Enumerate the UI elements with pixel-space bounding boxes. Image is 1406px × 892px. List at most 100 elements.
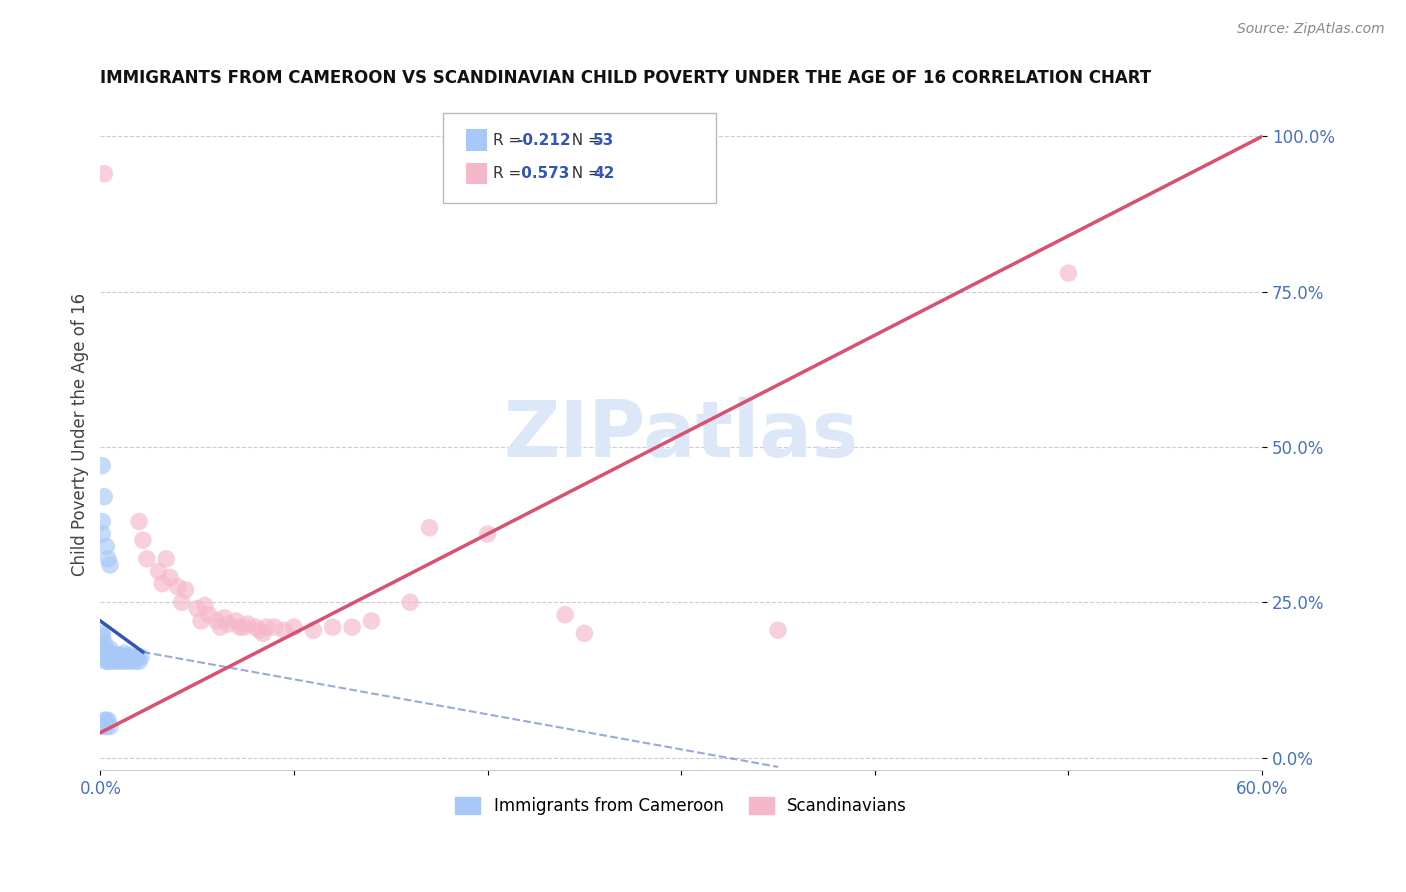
Point — [114, 654, 136, 668]
Point — [104, 649, 127, 664]
Point — [124, 654, 146, 668]
Point — [96, 714, 118, 728]
Point — [98, 652, 121, 666]
Point — [209, 620, 232, 634]
FancyBboxPatch shape — [467, 163, 488, 185]
Point — [103, 648, 125, 662]
Point — [148, 564, 170, 578]
FancyBboxPatch shape — [443, 112, 716, 203]
Point — [197, 607, 219, 622]
Point — [118, 654, 141, 668]
Point — [205, 614, 228, 628]
Point — [97, 714, 120, 728]
Point — [128, 515, 150, 529]
Point — [190, 614, 212, 628]
Point — [229, 620, 252, 634]
Point — [418, 521, 440, 535]
Point — [170, 595, 193, 609]
Point — [399, 595, 422, 609]
Point — [107, 652, 129, 666]
Point — [263, 620, 285, 634]
Point — [93, 714, 115, 728]
Point — [96, 719, 118, 733]
Point — [112, 646, 135, 660]
Point — [111, 649, 134, 664]
Point — [129, 649, 152, 664]
Point — [101, 648, 124, 662]
Text: IMMIGRANTS FROM CAMEROON VS SCANDINAVIAN CHILD POVERTY UNDER THE AGE OF 16 CORRE: IMMIGRANTS FROM CAMEROON VS SCANDINAVIAN… — [100, 69, 1152, 87]
Legend: Immigrants from Cameroon, Scandinavians: Immigrants from Cameroon, Scandinavians — [449, 790, 914, 822]
Point — [150, 576, 173, 591]
Point — [1057, 266, 1080, 280]
Point — [214, 611, 236, 625]
Point — [91, 626, 114, 640]
Text: Source: ZipAtlas.com: Source: ZipAtlas.com — [1237, 22, 1385, 37]
Y-axis label: Child Poverty Under the Age of 16: Child Poverty Under the Age of 16 — [72, 293, 89, 576]
Point — [166, 580, 188, 594]
Text: 0.573: 0.573 — [516, 166, 569, 181]
Point — [245, 620, 267, 634]
Text: 53: 53 — [593, 133, 614, 147]
Point — [108, 654, 131, 668]
Point — [120, 652, 142, 666]
Text: N =: N = — [561, 166, 605, 181]
Point — [225, 614, 247, 628]
Point — [101, 654, 124, 668]
Point — [217, 617, 239, 632]
Point — [155, 551, 177, 566]
Point — [91, 641, 114, 656]
Point — [766, 624, 789, 638]
Point — [96, 641, 118, 656]
Point — [322, 620, 344, 634]
Point — [256, 620, 278, 634]
Point — [91, 527, 114, 541]
Point — [340, 620, 363, 634]
Point — [127, 651, 149, 665]
Point — [97, 551, 120, 566]
Point — [93, 635, 115, 649]
Point — [117, 651, 139, 665]
FancyBboxPatch shape — [467, 129, 488, 151]
Point — [97, 645, 120, 659]
Point — [554, 607, 576, 622]
Point — [93, 645, 115, 659]
Point — [194, 599, 217, 613]
Point — [159, 570, 181, 584]
Point — [273, 624, 295, 638]
Point — [104, 654, 127, 668]
Point — [98, 719, 121, 733]
Point — [103, 652, 125, 666]
Point — [186, 601, 208, 615]
Point — [283, 620, 305, 634]
Point — [135, 551, 157, 566]
Point — [101, 651, 124, 665]
Text: 42: 42 — [593, 166, 614, 181]
Point — [98, 558, 121, 572]
Point — [477, 527, 499, 541]
Text: R =: R = — [494, 133, 526, 147]
Point — [97, 649, 120, 664]
Point — [236, 617, 259, 632]
Point — [114, 649, 136, 664]
Point — [96, 648, 118, 662]
Point — [252, 626, 274, 640]
Point — [174, 582, 197, 597]
Point — [574, 626, 596, 640]
Point — [132, 533, 155, 548]
Point — [93, 490, 115, 504]
Point — [98, 641, 121, 656]
Point — [232, 620, 254, 634]
Text: N =: N = — [561, 133, 605, 147]
Point — [360, 614, 382, 628]
Point — [128, 654, 150, 668]
Point — [97, 654, 120, 668]
Point — [98, 646, 121, 660]
Point — [93, 719, 115, 733]
Point — [96, 654, 118, 668]
Point — [122, 649, 145, 664]
Point — [93, 651, 115, 665]
Text: ZIPatlas: ZIPatlas — [503, 397, 859, 473]
Point — [118, 648, 141, 662]
Point — [91, 458, 114, 473]
Point — [93, 167, 115, 181]
